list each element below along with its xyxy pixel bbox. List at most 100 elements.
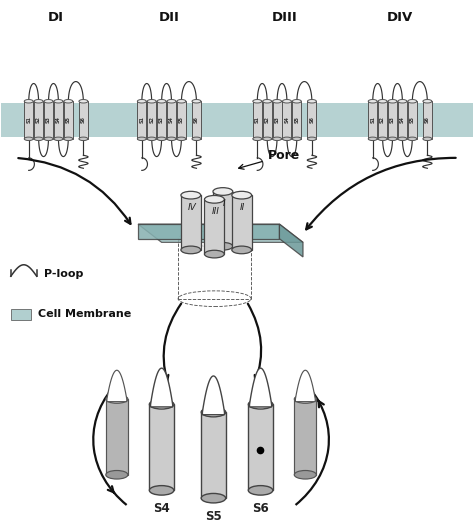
Polygon shape [138, 224, 303, 242]
Bar [232, 195, 252, 250]
Text: S4: S4 [56, 116, 61, 123]
Bar [149, 404, 174, 490]
Bar [213, 191, 233, 246]
Ellipse shape [137, 100, 146, 103]
Ellipse shape [273, 137, 282, 141]
Ellipse shape [378, 137, 387, 141]
Ellipse shape [177, 137, 186, 141]
Bar [79, 101, 88, 139]
Ellipse shape [283, 100, 292, 103]
Bar [44, 101, 53, 139]
Bar [157, 101, 166, 139]
Ellipse shape [253, 137, 262, 141]
Text: S3: S3 [274, 116, 280, 123]
Ellipse shape [423, 137, 432, 141]
Ellipse shape [177, 100, 186, 103]
Text: S2: S2 [380, 116, 385, 123]
Text: S5: S5 [179, 116, 184, 123]
Ellipse shape [167, 100, 176, 103]
Bar [34, 101, 43, 139]
Ellipse shape [64, 100, 73, 103]
Ellipse shape [157, 100, 166, 103]
Ellipse shape [388, 137, 397, 141]
Ellipse shape [292, 137, 301, 141]
Text: S4: S4 [169, 116, 174, 123]
Text: S2: S2 [149, 116, 154, 123]
Text: III: III [211, 207, 219, 216]
Ellipse shape [79, 137, 88, 141]
Text: S4: S4 [400, 116, 405, 123]
Ellipse shape [167, 137, 176, 141]
Ellipse shape [149, 485, 174, 495]
Ellipse shape [368, 100, 377, 103]
Text: S6: S6 [81, 116, 86, 123]
Bar [308, 101, 317, 139]
Bar [263, 101, 272, 139]
Bar [294, 399, 316, 475]
Text: S1: S1 [255, 116, 260, 123]
Ellipse shape [273, 100, 282, 103]
Ellipse shape [398, 137, 407, 141]
Polygon shape [202, 376, 225, 415]
Bar [273, 101, 282, 139]
Ellipse shape [24, 100, 33, 103]
Ellipse shape [181, 246, 201, 253]
Ellipse shape [232, 191, 252, 199]
Ellipse shape [398, 100, 407, 103]
Polygon shape [249, 368, 272, 407]
Ellipse shape [44, 100, 53, 103]
Bar [368, 101, 377, 139]
Ellipse shape [248, 399, 273, 409]
Bar [248, 404, 273, 490]
Ellipse shape [106, 471, 128, 479]
Ellipse shape [44, 137, 53, 141]
Text: S2: S2 [36, 116, 41, 123]
Ellipse shape [24, 137, 33, 141]
Text: S5: S5 [205, 510, 222, 523]
Text: Cell Membrane: Cell Membrane [37, 309, 131, 319]
Ellipse shape [253, 100, 262, 103]
Ellipse shape [213, 188, 233, 196]
Ellipse shape [192, 137, 201, 141]
Text: S6: S6 [310, 116, 314, 123]
Ellipse shape [292, 100, 301, 103]
Ellipse shape [192, 100, 201, 103]
Ellipse shape [204, 250, 224, 258]
Text: II: II [240, 203, 245, 212]
Ellipse shape [368, 137, 377, 141]
Bar [24, 101, 33, 139]
Bar [54, 101, 63, 139]
Text: S6: S6 [425, 116, 430, 123]
Text: S6: S6 [252, 502, 269, 515]
Bar [137, 101, 146, 139]
Text: S5: S5 [294, 116, 300, 123]
Bar [181, 195, 201, 250]
Ellipse shape [204, 196, 224, 203]
Text: IV: IV [187, 203, 196, 212]
Polygon shape [107, 370, 127, 402]
Ellipse shape [423, 100, 432, 103]
Ellipse shape [54, 137, 63, 141]
Ellipse shape [201, 493, 226, 503]
Text: S1: S1 [26, 116, 31, 123]
Text: S2: S2 [264, 116, 270, 123]
Ellipse shape [388, 100, 397, 103]
Bar [292, 101, 301, 139]
Bar [408, 101, 417, 139]
Bar [11, 309, 31, 319]
Ellipse shape [147, 137, 156, 141]
Ellipse shape [64, 137, 73, 141]
Bar [64, 101, 73, 139]
Text: S1: S1 [139, 116, 144, 123]
Bar [177, 101, 186, 139]
Ellipse shape [408, 137, 417, 141]
Ellipse shape [408, 100, 417, 103]
Ellipse shape [149, 399, 174, 409]
Ellipse shape [263, 137, 272, 141]
Ellipse shape [106, 395, 128, 403]
Ellipse shape [157, 137, 166, 141]
Ellipse shape [308, 100, 317, 103]
Text: DIII: DIII [272, 11, 298, 24]
Bar [378, 101, 387, 139]
Text: I: I [222, 199, 225, 208]
